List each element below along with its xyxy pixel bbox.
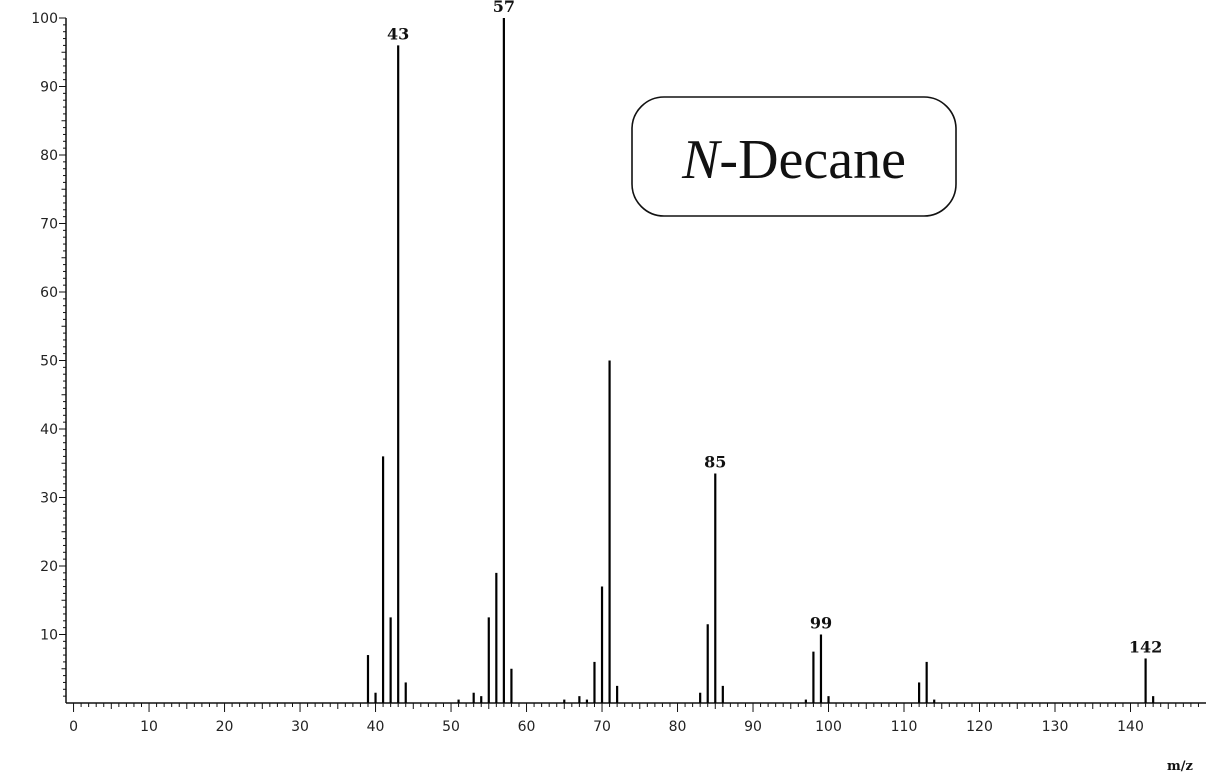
y-tick-label: 100	[31, 11, 58, 27]
x-tick-label: 10	[140, 719, 158, 735]
peak-labels: 43 57 85 99 142	[387, 0, 1162, 656]
y-tick-label: 30	[40, 491, 58, 507]
y-tick-label: 50	[40, 354, 58, 370]
x-tick-label: 100	[815, 719, 842, 735]
x-tick-label: 140	[1117, 719, 1144, 735]
x-tick-label: 0	[69, 719, 78, 735]
y-tick-label: 20	[40, 559, 58, 575]
x-tick-label: 20	[216, 719, 234, 735]
y-tick-label: 10	[40, 628, 58, 644]
peak-label-142: 142	[1129, 637, 1162, 656]
y-tick-label: 70	[40, 217, 58, 233]
chart-title-rest: -Decane	[719, 129, 906, 191]
y-tick-label: 90	[40, 80, 58, 96]
x-tick-label: 70	[593, 719, 611, 735]
title-box: N-Decane	[631, 96, 957, 217]
peak-label-43: 43	[387, 24, 409, 43]
peak-label-57: 57	[493, 0, 515, 16]
x-tick-label: 90	[744, 719, 762, 735]
chart-title-italic: N	[681, 129, 722, 191]
axes: 10 20 30 40 50 60 70 80 90 100 0 10 20 30 40 50 60 70 80 90…	[31, 11, 1206, 735]
x-tick-label: 80	[669, 719, 687, 735]
peak-label-99: 99	[810, 614, 832, 633]
x-tick-label: 40	[367, 719, 385, 735]
chart-title: N-Decane	[681, 129, 906, 191]
y-tick-label: 80	[40, 148, 58, 164]
x-tick-label: 60	[518, 719, 536, 735]
x-tick-label: 50	[442, 719, 460, 735]
x-axis-label: m/z	[1167, 759, 1193, 774]
x-tick-label: 120	[966, 719, 993, 735]
x-tick-label: 30	[291, 719, 309, 735]
y-tick-label: 40	[40, 422, 58, 438]
peaks	[366, 18, 1155, 703]
x-tick-label: 110	[891, 719, 918, 735]
x-tick-label: 130	[1042, 719, 1069, 735]
peak-label-85: 85	[704, 453, 726, 472]
y-tick-label: 60	[40, 285, 58, 301]
